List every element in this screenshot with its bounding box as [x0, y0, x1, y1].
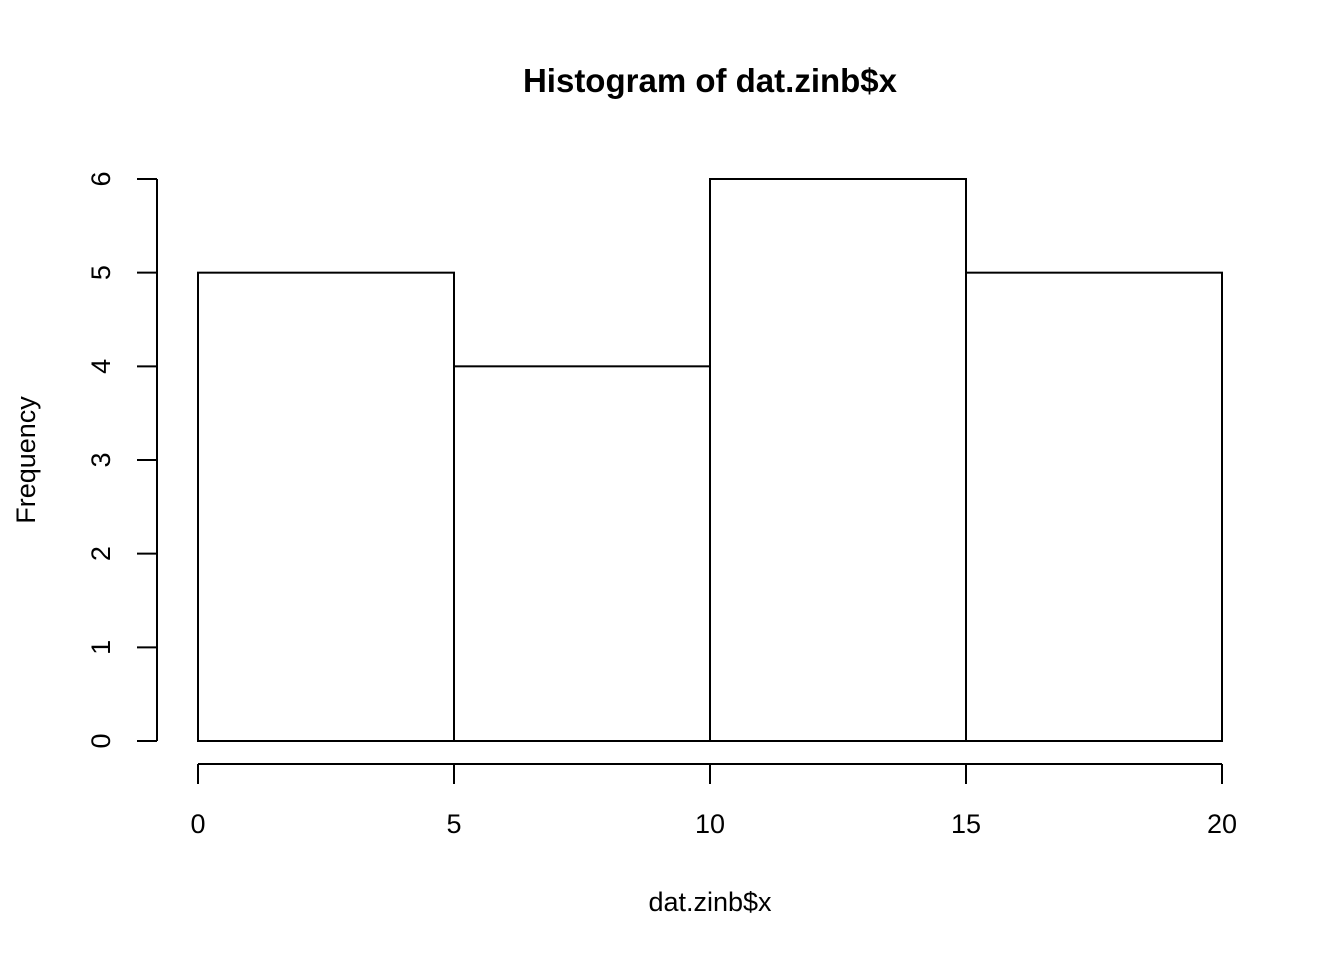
x-tick-label: 0 — [190, 809, 205, 839]
x-tick-label: 15 — [951, 809, 981, 839]
y-tick-label: 6 — [86, 171, 116, 186]
y-tick-label: 0 — [86, 733, 116, 748]
y-axis-label: Frequency — [11, 396, 41, 524]
x-tick-label: 5 — [446, 809, 461, 839]
y-axis: 0 1 2 3 4 5 6 — [86, 171, 158, 749]
x-tick-label: 10 — [695, 809, 725, 839]
bars-group — [197, 178, 1223, 742]
y-tick-label: 5 — [86, 265, 116, 280]
x-tick-label: 20 — [1207, 809, 1237, 839]
x-axis: 0 5 10 15 20 — [190, 763, 1237, 839]
y-tick-label: 4 — [86, 359, 116, 374]
y-tick-label: 2 — [86, 546, 116, 561]
y-tick-label: 3 — [86, 452, 116, 467]
histogram-bar-4 — [965, 271, 1223, 742]
chart-title: Histogram of dat.zinb$x — [523, 62, 898, 99]
y-tick-label: 1 — [86, 640, 116, 655]
x-axis-label: dat.zinb$x — [648, 887, 772, 917]
histogram-bar-3 — [709, 178, 967, 742]
histogram-bar-2 — [453, 365, 711, 742]
histogram-bar-1 — [197, 271, 455, 742]
